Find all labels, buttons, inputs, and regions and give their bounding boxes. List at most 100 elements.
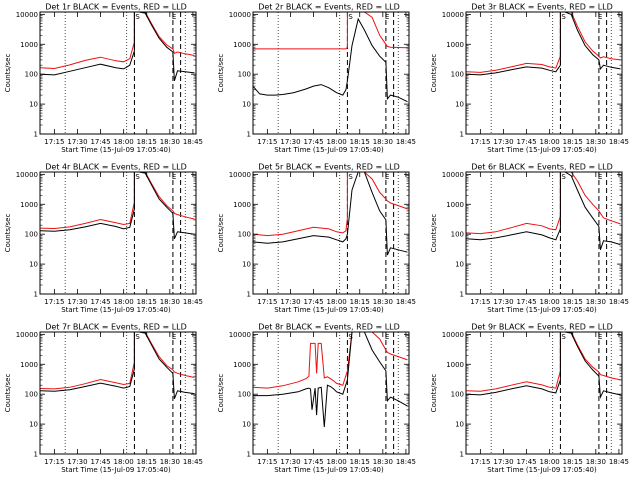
x-axis-label: Start Time (15-Jul-09 17:05:40) <box>487 306 597 314</box>
plot-frame <box>252 171 410 295</box>
events-series-line <box>466 332 621 399</box>
plot-frame <box>252 331 410 455</box>
y-tick-label: 1000 <box>446 201 464 209</box>
panel-title: Det 4r BLACK = Events, RED = LLD <box>45 163 187 172</box>
y-tick-label: 10000 <box>229 11 251 19</box>
x-tick-label: 18:00 <box>327 458 347 466</box>
y-tick-label: 10000 <box>229 171 251 179</box>
x-tick-label: 17:45 <box>516 298 536 306</box>
x-tick-label: 18:45 <box>183 298 203 306</box>
x-tick-label: 18:45 <box>183 138 203 146</box>
y-tick-label: 1 <box>247 451 251 459</box>
x-axis-label: Start Time (15-Jul-09 17:05:40) <box>274 306 384 314</box>
x-tick-label: 18:30 <box>373 298 393 306</box>
x-tick-label: 18:15 <box>137 458 157 466</box>
x-tick-label: 18:45 <box>396 138 416 146</box>
y-tick-label: 1 <box>34 131 38 139</box>
y-tick-label: 10000 <box>16 171 38 179</box>
x-axis-label: Start Time (15-Jul-09 17:05:40) <box>61 306 171 314</box>
y-tick-label: 100 <box>25 391 38 399</box>
y-tick-label: 100 <box>238 231 251 239</box>
x-tick-label: 18:45 <box>609 458 629 466</box>
end-marker: E <box>598 173 602 181</box>
y-tick-label: 10 <box>29 421 38 429</box>
y-tick-label: 10 <box>455 261 464 269</box>
y-tick-label: 1 <box>460 291 464 299</box>
start-marker: S <box>348 173 353 181</box>
x-tick-label: 17:30 <box>493 458 513 466</box>
lld-series-line <box>466 172 621 235</box>
x-tick-label: 18:00 <box>114 458 134 466</box>
x-tick-label: 17:30 <box>493 298 513 306</box>
x-tick-label: 18:15 <box>137 138 157 146</box>
x-tick-label: 17:15 <box>257 138 277 146</box>
x-tick-label: 17:30 <box>67 138 87 146</box>
y-tick-label: 1 <box>247 291 251 299</box>
events-series-line <box>253 172 408 256</box>
plot-frame <box>465 331 623 455</box>
x-tick-label: 18:45 <box>609 298 629 306</box>
x-axis-label: Start Time (15-Jul-09 17:05:40) <box>61 466 171 474</box>
events-series-line <box>253 17 408 103</box>
x-tick-label: 18:45 <box>183 458 203 466</box>
panel-title: Det 8r BLACK = Events, RED = LLD <box>258 323 400 332</box>
events-series-line <box>466 172 621 250</box>
lld-series-line <box>253 172 408 237</box>
x-tick-label: 18:45 <box>396 458 416 466</box>
events-series-line <box>40 332 195 399</box>
y-tick-label: 10 <box>242 421 251 429</box>
y-axis-label: Counts/sec <box>430 374 438 413</box>
start-marker: S <box>135 173 140 181</box>
plot-frame <box>465 171 623 295</box>
y-tick-label: 10 <box>29 101 38 109</box>
lld-series-line <box>40 172 195 230</box>
plot-frame <box>252 11 410 135</box>
end-marker: E <box>598 333 602 341</box>
end-marker: E <box>172 333 176 341</box>
start-marker: S <box>135 13 140 21</box>
y-tick-label: 1000 <box>20 361 38 369</box>
x-tick-label: 18:15 <box>563 138 583 146</box>
y-tick-label: 10 <box>455 101 464 109</box>
x-tick-label: 18:00 <box>114 138 134 146</box>
end-marker: E <box>385 173 389 181</box>
end-marker: E <box>385 333 389 341</box>
y-tick-label: 1 <box>247 131 251 139</box>
x-tick-label: 18:00 <box>540 298 560 306</box>
y-tick-label: 100 <box>25 71 38 79</box>
x-tick-label: 17:15 <box>470 138 490 146</box>
plot-frame <box>39 171 197 295</box>
y-tick-label: 10000 <box>16 11 38 19</box>
x-tick-label: 17:30 <box>280 458 300 466</box>
events-series-line <box>253 332 408 428</box>
x-tick-label: 18:15 <box>563 458 583 466</box>
y-tick-label: 100 <box>451 231 464 239</box>
y-tick-label: 10000 <box>442 331 464 339</box>
y-axis-label: Counts/sec <box>217 374 225 413</box>
y-axis-label: Counts/sec <box>217 214 225 253</box>
plot-frame <box>465 11 623 135</box>
end-marker: E <box>598 13 602 21</box>
y-tick-label: 1 <box>34 291 38 299</box>
y-tick-label: 10 <box>455 421 464 429</box>
panel-title: Det 7r BLACK = Events, RED = LLD <box>45 323 187 332</box>
x-tick-label: 18:45 <box>609 138 629 146</box>
x-tick-label: 18:00 <box>327 138 347 146</box>
x-tick-label: 18:15 <box>563 298 583 306</box>
plot-frame <box>39 11 197 135</box>
x-tick-label: 18:30 <box>586 138 606 146</box>
x-tick-label: 17:15 <box>470 298 490 306</box>
x-tick-label: 18:30 <box>160 298 180 306</box>
x-axis-label: Start Time (15-Jul-09 17:05:40) <box>274 466 384 474</box>
y-tick-label: 100 <box>238 71 251 79</box>
x-tick-label: 17:15 <box>470 458 490 466</box>
y-tick-label: 1 <box>34 451 38 459</box>
plot-frame <box>39 331 197 455</box>
y-tick-label: 1000 <box>233 201 251 209</box>
x-tick-label: 17:30 <box>67 298 87 306</box>
x-tick-label: 17:45 <box>90 458 110 466</box>
x-tick-label: 18:30 <box>586 458 606 466</box>
lld-series-line <box>253 12 408 50</box>
